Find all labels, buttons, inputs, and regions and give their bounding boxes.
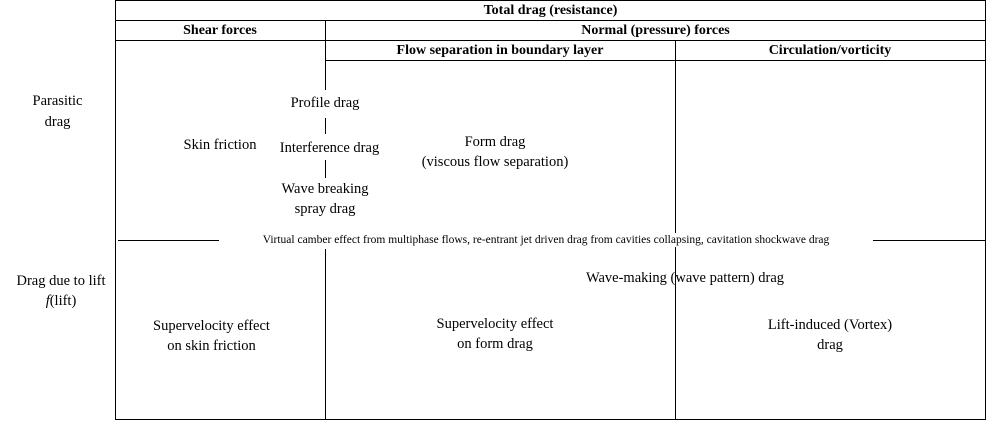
forces-header-divider [115, 40, 986, 41]
row-label-parasitic-line1: Parasitic [32, 93, 83, 109]
cell-virtual-camber-effect: Virtual camber effect from multiphase fl… [219, 233, 873, 247]
outer-border-left [115, 0, 116, 420]
header-normal-forces: Normal (pressure) forces [581, 23, 730, 38]
cell-lift-induced-line1: Lift-induced (Vortex) [767, 317, 893, 333]
cell-profile-drag: Profile drag [282, 93, 368, 113]
cell-supervelocity-form-line2: on form drag [457, 336, 533, 352]
cell-supervelocity-form-line1: Supervelocity effect [436, 316, 554, 332]
cell-wave-making-drag: Wave-making (wave pattern) drag [585, 270, 785, 286]
header-shear-forces: Shear forces [183, 23, 257, 38]
outer-border-right [985, 0, 986, 420]
shear-column-divider-bottom [325, 249, 326, 420]
row-label-parasitic-line2: drag [44, 114, 71, 130]
shear-column-divider-low [325, 160, 326, 178]
cell-form-drag-line1: Form drag [464, 134, 526, 150]
cell-supervelocity-skin-line1: Supervelocity effect [153, 318, 270, 334]
row-label-lift-argument: (lift) [49, 293, 77, 309]
cell-wave-breaking-line2: spray drag [268, 199, 382, 219]
cell-form-drag-line2: (viscous flow separation) [421, 154, 569, 170]
outer-border-top [115, 0, 986, 1]
total-header-divider [115, 20, 986, 21]
row-label-lift-line1: Drag due to lift [16, 273, 106, 289]
outer-border-bottom [115, 419, 986, 420]
header-flow-separation: Flow separation in boundary layer [396, 43, 604, 58]
cell-supervelocity-skin-line2: on skin friction [167, 338, 256, 354]
header-total-drag: Total drag (resistance) [483, 3, 618, 18]
header-circulation: Circulation/vorticity [768, 43, 892, 58]
cell-lift-induced-line2: drag [817, 337, 843, 353]
subheader-divider [325, 60, 986, 61]
cell-skin-friction: Skin friction [183, 137, 257, 153]
shear-column-divider-mid [325, 118, 326, 134]
cell-wave-breaking-line1: Wave breaking [268, 179, 382, 199]
row-label-lift-line2: f(lift) [0, 291, 122, 311]
row-label-lift-function: f [45, 293, 50, 309]
cell-interference-drag: Interference drag [272, 138, 387, 158]
separation-column-divider [675, 40, 676, 420]
shear-column-divider-top [325, 20, 326, 90]
